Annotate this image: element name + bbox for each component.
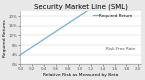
Required Return: [43, 39, 45, 40]
Text: Risk-Free Rate: Risk-Free Rate: [106, 47, 135, 51]
Required Return: [90, 8, 92, 9]
Required Return: [78, 16, 80, 17]
Line: Required Return: Required Return: [20, 0, 138, 55]
Legend: Required Return: Required Return: [93, 14, 132, 18]
Required Return: [67, 23, 68, 24]
Required Return: [55, 31, 57, 32]
Required Return: [20, 54, 21, 55]
Title: Security Market Line (SML): Security Market Line (SML): [34, 3, 128, 10]
Y-axis label: Required Returns: Required Returns: [3, 19, 8, 57]
X-axis label: Relative Risk as Measured by Beta: Relative Risk as Measured by Beta: [43, 73, 118, 77]
Required Return: [31, 46, 33, 47]
Required Return: [102, 0, 104, 1]
